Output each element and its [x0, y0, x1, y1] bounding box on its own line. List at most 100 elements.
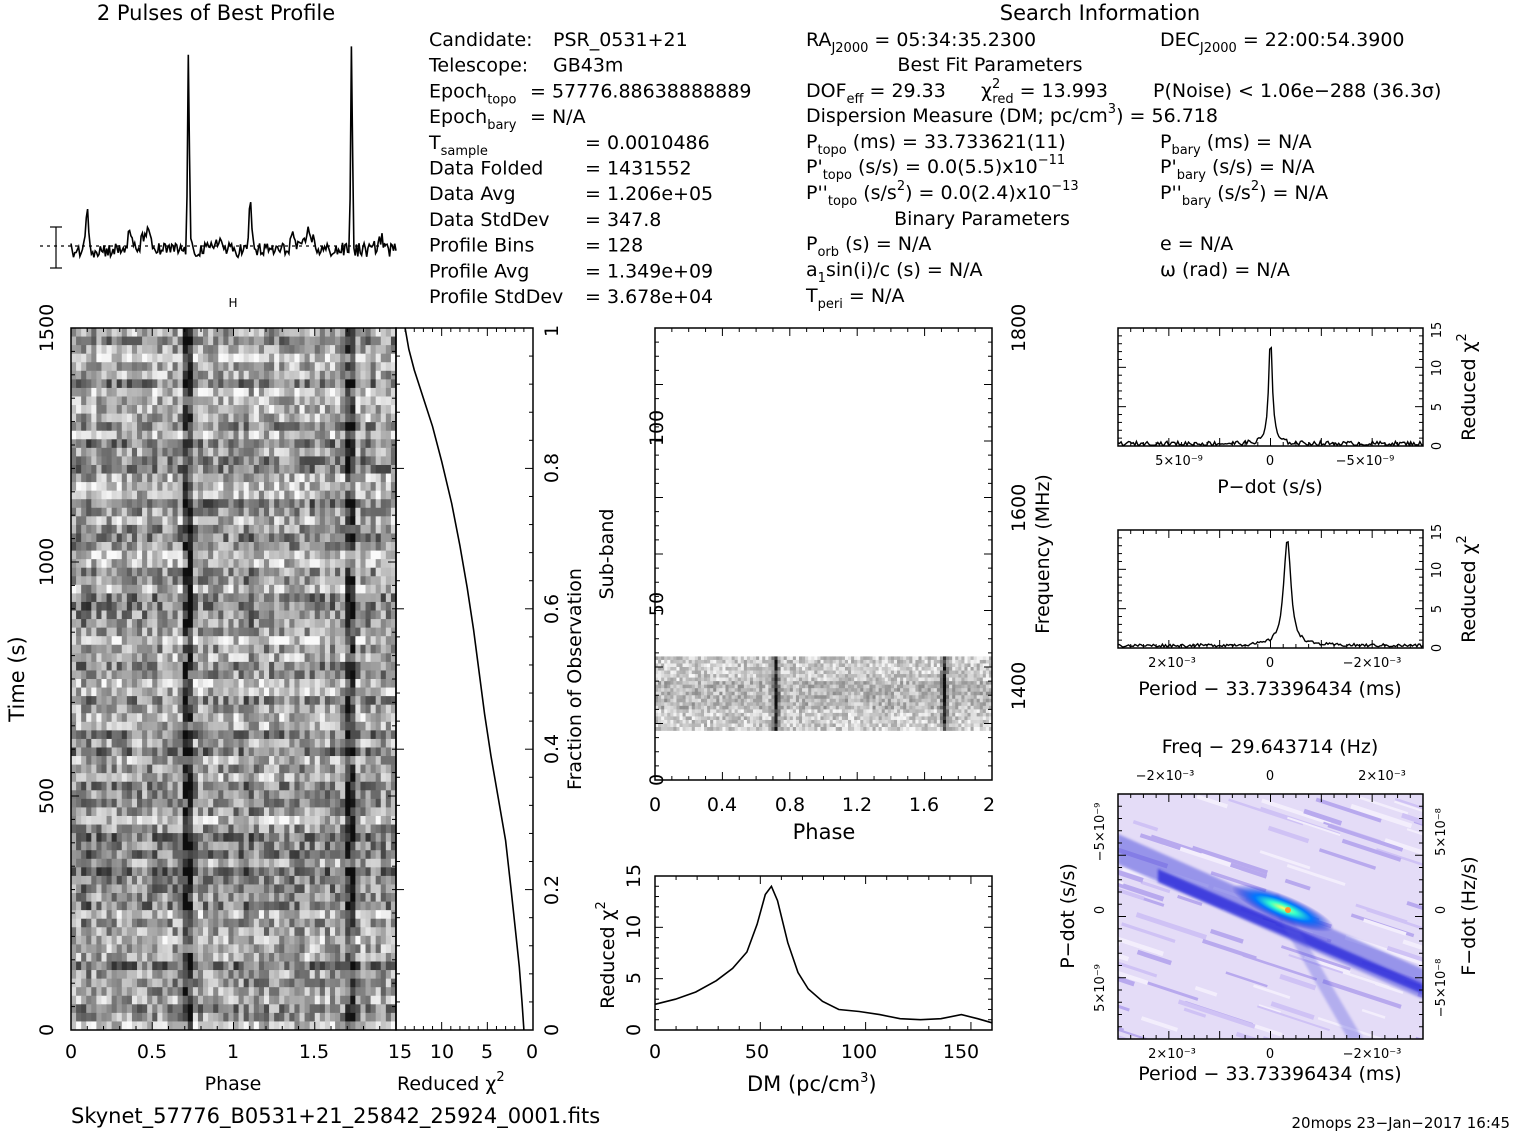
- time-phase-cell: [208, 738, 214, 748]
- time-phase-cell: [167, 841, 173, 851]
- time-phase-cell: [71, 422, 77, 432]
- time-phase-cell: [279, 893, 285, 902]
- time-phase-cell: [167, 533, 173, 543]
- time-phase-cell: [213, 679, 219, 688]
- time-phase-cell: [360, 456, 366, 466]
- time-phase-cell: [152, 807, 158, 817]
- time-phase-cell: [253, 516, 260, 526]
- time-phase-cell: [218, 336, 224, 346]
- time-phase-cell: [187, 387, 194, 397]
- time-phase-cell: [203, 610, 209, 620]
- time-phase-cell: [274, 379, 280, 389]
- time-phase-cell: [142, 396, 148, 406]
- time-phase-cell: [197, 687, 204, 697]
- time-phase-cell: [243, 738, 250, 748]
- time-phase-cell: [329, 807, 336, 817]
- time-phase-cell: [304, 910, 311, 920]
- time-phase-cell: [126, 524, 133, 534]
- time-phase-cell: [294, 952, 300, 962]
- time-phase-cell: [335, 798, 341, 808]
- time-phase-cell: [269, 841, 275, 851]
- time-phase-cell: [370, 456, 377, 466]
- time-phase-cell: [172, 422, 179, 432]
- time-phase-cell: [172, 473, 179, 483]
- time-phase-cell: [111, 704, 118, 714]
- time-phase-cell: [375, 661, 382, 671]
- time-phase-cell: [390, 875, 396, 885]
- time-phase-cell: [218, 798, 224, 808]
- time-phase-cell: [126, 781, 133, 791]
- time-phase-cell: [116, 935, 123, 945]
- time-phase-cell: [345, 576, 351, 586]
- time-phase-cell: [299, 952, 305, 962]
- time-phase-cell: [182, 473, 189, 483]
- time-phase-cell: [304, 499, 311, 509]
- time-phase-cell: [218, 764, 224, 774]
- time-phase-cell: [253, 610, 260, 620]
- time-phase-cell: [350, 704, 356, 714]
- time-phase-cell: [284, 858, 290, 868]
- time-phase-cell: [375, 370, 382, 380]
- time-phase-cell: [218, 439, 224, 449]
- time-phase-cell: [294, 850, 300, 860]
- time-phase-cell: [71, 858, 77, 868]
- time-phase-cell: [182, 661, 189, 671]
- time-phase-cell: [126, 978, 133, 988]
- time-phase-cell: [142, 593, 148, 603]
- time-phase-cell: [167, 593, 173, 603]
- time-phase-cell: [76, 422, 82, 432]
- time-phase-cell: [289, 601, 295, 611]
- time-phase-cell: [289, 524, 295, 534]
- time-phase-cell: [319, 619, 326, 629]
- time-phase-cell: [213, 661, 219, 671]
- time-phase-cell: [324, 336, 331, 346]
- time-phase-cell: [177, 670, 184, 680]
- time-phase-cell: [390, 935, 396, 945]
- time-phase-cell: [137, 781, 143, 791]
- time-phase-cell: [314, 464, 321, 474]
- time-phase-cell: [335, 781, 341, 791]
- time-phase-cell: [152, 884, 158, 894]
- time-phase-cell: [294, 841, 300, 851]
- time-phase-cell: [147, 345, 153, 355]
- time-phase-cell: [370, 447, 377, 457]
- time-phase-cell: [76, 516, 82, 526]
- time-phase-cell: [203, 730, 209, 740]
- time-phase-cell: [258, 730, 265, 740]
- time-phase-cell: [233, 738, 239, 748]
- time-phase-cell: [233, 490, 239, 500]
- time-phase-cell: [218, 542, 224, 551]
- time-phase-cell: [228, 653, 234, 663]
- time-phase-cell: [106, 944, 113, 954]
- time-phase-cell: [269, 328, 275, 337]
- time-phase-cell: [131, 858, 138, 868]
- time-phase-cell: [76, 935, 82, 945]
- time-phase-cell: [96, 550, 102, 560]
- time-phase-cell: [162, 362, 168, 372]
- time-phase-cell: [385, 670, 392, 680]
- time-phase-cell: [345, 893, 351, 902]
- time-phase-cell: [309, 893, 316, 902]
- time-phase-cell: [142, 952, 148, 962]
- time-phase-cell: [350, 370, 356, 380]
- time-phase-cell: [345, 730, 351, 740]
- time-phase-cell: [208, 370, 214, 380]
- time-phase-cell: [390, 807, 396, 817]
- time-phase-cell: [121, 559, 128, 569]
- time-phase-cell: [258, 413, 265, 423]
- time-phase-cell: [253, 559, 260, 569]
- time-phase-cell: [263, 542, 270, 551]
- time-phase-cell: [299, 644, 305, 654]
- time-phase-cell: [147, 379, 153, 389]
- time-phase-cell: [106, 490, 113, 500]
- time-phase-cell: [106, 841, 113, 851]
- time-phase-cell: [385, 413, 392, 423]
- time-phase-cell: [365, 533, 372, 543]
- time-phase-cell: [152, 550, 158, 560]
- time-phase-cell: [335, 464, 341, 474]
- time-phase-cell: [197, 901, 204, 911]
- time-phase-cell: [380, 927, 387, 937]
- time-phase-cell: [243, 345, 250, 355]
- time-phase-cell: [253, 961, 260, 971]
- time-phase-cell: [131, 815, 138, 825]
